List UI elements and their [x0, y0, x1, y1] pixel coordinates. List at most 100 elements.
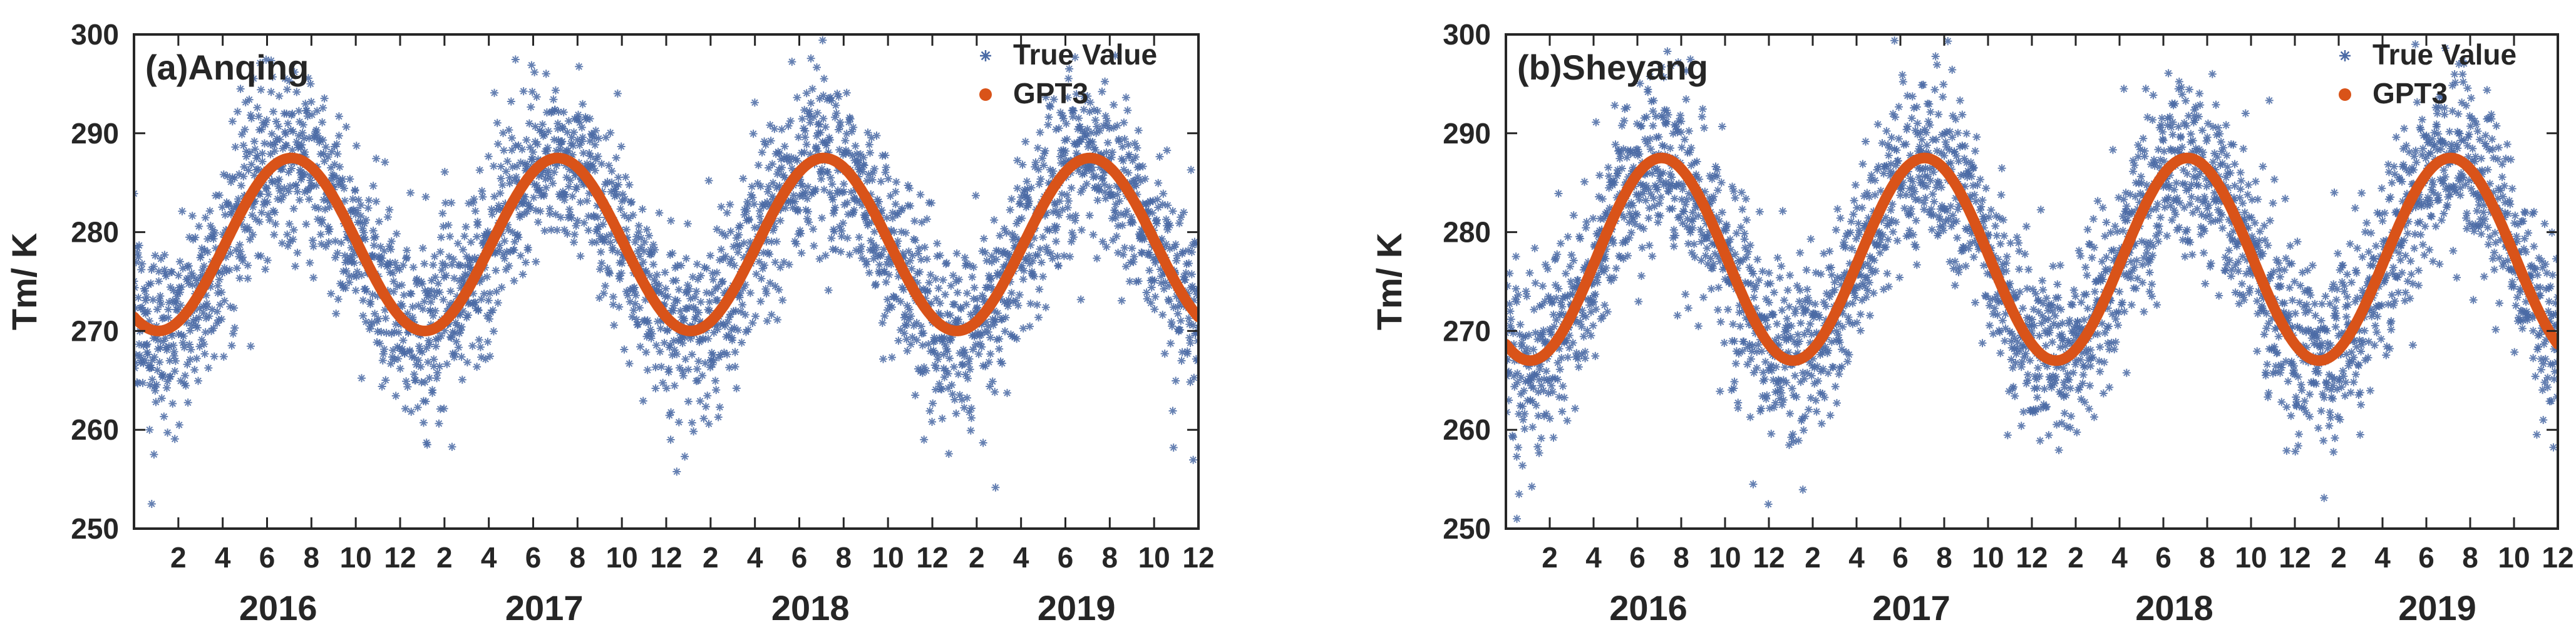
- true-value-point: [1034, 251, 1042, 259]
- true-value-point: [204, 248, 212, 256]
- true-value-point: [2140, 308, 2148, 316]
- true-value-point: [257, 209, 265, 217]
- true-value-point: [436, 363, 444, 371]
- true-value-point: [1163, 147, 1171, 155]
- true-value-point: [1872, 267, 1880, 275]
- true-value-point: [1958, 111, 1966, 119]
- true-value-point: [1866, 311, 1874, 319]
- true-value-point: [733, 384, 741, 392]
- true-value-point: [2084, 304, 2092, 313]
- true-value-point: [2075, 247, 2083, 255]
- true-value-point: [2177, 83, 2185, 91]
- true-value-point: [494, 140, 502, 148]
- true-value-point: [1555, 285, 1563, 293]
- true-value-point: [675, 286, 683, 294]
- true-value-point: [1120, 118, 1128, 127]
- true-value-point: [1523, 293, 1531, 301]
- true-value-point: [884, 175, 892, 183]
- true-value-point: [1817, 270, 1825, 278]
- true-value-point: [1700, 124, 1708, 132]
- true-value-point: [334, 150, 342, 158]
- true-value-point: [1744, 247, 1752, 256]
- true-value-point: [398, 281, 406, 289]
- true-value-point: [1891, 113, 1899, 122]
- true-value-point: [855, 233, 863, 241]
- true-value-point: [1850, 197, 1858, 205]
- true-value-point: [1997, 191, 2006, 199]
- true-value-point: [806, 118, 815, 127]
- true-value-point: [155, 358, 163, 366]
- true-value-point: [1677, 128, 1685, 137]
- true-value-point: [399, 336, 407, 344]
- true-value-point: [2019, 408, 2027, 416]
- true-value-point: [1893, 146, 1901, 154]
- true-value-point: [2149, 91, 2157, 100]
- true-value-point: [652, 385, 660, 393]
- true-value-point: [639, 397, 647, 405]
- true-value-point: [435, 420, 443, 428]
- true-value-point: [500, 147, 508, 155]
- true-value-point: [2186, 238, 2194, 246]
- true-value-point: [1052, 237, 1060, 246]
- true-value-point: [967, 404, 976, 412]
- true-value-point: [392, 392, 400, 400]
- true-value-point: [1190, 374, 1198, 382]
- true-value-point: [425, 374, 433, 382]
- true-value-point: [836, 118, 844, 127]
- true-value-point: [360, 229, 368, 237]
- true-value-point: [677, 262, 685, 270]
- true-value-point: [403, 246, 411, 254]
- true-value-point: [549, 95, 557, 103]
- true-value-point: [991, 388, 999, 396]
- true-value-point: [2048, 338, 2056, 346]
- true-value-point: [755, 161, 763, 169]
- true-value-point: [2082, 290, 2090, 298]
- true-value-point: [255, 218, 264, 226]
- true-value-point: [862, 257, 870, 266]
- true-value-point: [1977, 203, 1985, 211]
- true-value-point: [1789, 430, 1797, 438]
- true-value-point: [2181, 252, 2189, 261]
- true-value-point: [705, 420, 713, 428]
- true-value-point: [944, 370, 952, 378]
- true-value-point: [892, 188, 900, 196]
- true-value-point: [817, 175, 825, 183]
- true-value-point: [1167, 339, 1175, 348]
- true-value-point: [357, 212, 365, 220]
- true-value-point: [644, 366, 652, 374]
- true-value-point: [1633, 211, 1641, 219]
- true-value-point: [257, 252, 265, 260]
- true-value-point: [1899, 78, 1907, 86]
- true-value-point: [1793, 393, 1801, 401]
- true-value-point: [1627, 229, 1636, 237]
- true-value-point: [570, 128, 578, 137]
- true-value-point: [1623, 103, 1631, 111]
- true-value-point: [875, 261, 884, 269]
- true-value-point: [829, 195, 837, 204]
- true-value-point: [512, 56, 520, 64]
- true-value-point: [529, 148, 537, 156]
- true-value-point: [533, 93, 541, 101]
- true-value-point: [1967, 172, 1976, 180]
- true-value-point: [1093, 254, 1101, 262]
- true-value-point: [659, 379, 667, 387]
- true-value-point: [835, 93, 843, 101]
- true-value-point: [340, 184, 348, 192]
- true-value-point: [664, 293, 672, 301]
- true-value-point: [1791, 371, 1799, 380]
- true-value-point: [181, 371, 189, 380]
- true-value-point: [1610, 101, 1619, 110]
- true-value-point: [381, 376, 389, 385]
- true-value-point: [672, 276, 680, 284]
- true-value-point: [617, 143, 626, 151]
- true-value-point: [381, 158, 389, 166]
- true-value-point: [2071, 292, 2079, 300]
- true-value-point: [250, 137, 259, 145]
- true-value-point: [1189, 456, 1197, 464]
- true-value-point: [267, 88, 276, 96]
- true-value-point: [1096, 127, 1104, 135]
- true-value-point: [1604, 163, 1612, 172]
- true-value-point: [2002, 259, 2011, 267]
